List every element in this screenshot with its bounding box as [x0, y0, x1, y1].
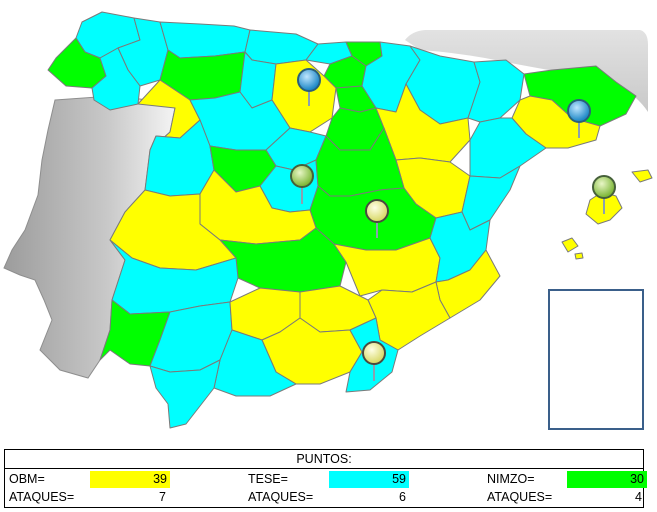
team-obm-attacks: 7: [159, 490, 166, 504]
scoreboard: PUNTOS: OBM= 39 ATAQUES= 7 TESE= 59 ATAQ…: [4, 449, 647, 508]
team-nimzo-score: 30: [567, 471, 647, 488]
island-formentera[interactable]: [574, 252, 584, 260]
provinces: [47, 11, 653, 429]
pin-blue-1[interactable]: [297, 68, 321, 106]
pin-blue-2[interactable]: [567, 99, 591, 138]
team-nimzo-label: NIMZO=: [487, 472, 535, 486]
province-huelva[interactable]: [99, 299, 171, 367]
island-ibiza[interactable]: [561, 237, 579, 253]
team-tese-attacks: 6: [399, 490, 406, 504]
team-obm-attacks-label: ATAQUES=: [9, 490, 75, 504]
province-malaga[interactable]: [213, 329, 297, 397]
team-tese-score: 59: [329, 471, 409, 488]
province-asturias[interactable]: [159, 21, 251, 59]
pin-green-1[interactable]: [290, 164, 314, 204]
canary-islands-inset: [548, 289, 644, 430]
team-tese-attacks-label: ATAQUES=: [248, 490, 314, 504]
team-obm-label: OBM=: [9, 472, 45, 486]
scoreboard-title: PUNTOS:: [296, 452, 352, 466]
team-nimzo-attacks-label: ATAQUES=: [487, 490, 553, 504]
team-nimzo-attacks: 4: [635, 490, 642, 504]
team-obm-score: 39: [90, 471, 170, 488]
province-cadiz[interactable]: [149, 359, 221, 429]
pin-yellow-1[interactable]: [365, 199, 389, 238]
spain-map: [3, 11, 653, 430]
scoreboard-divider: [5, 468, 643, 469]
france-region: [405, 30, 648, 112]
pin-green-2[interactable]: [592, 175, 616, 214]
pin-yellow-2[interactable]: [362, 341, 386, 381]
island-menorca[interactable]: [631, 169, 653, 183]
team-tese-label: TESE=: [248, 472, 288, 486]
province-ourense[interactable]: [91, 47, 141, 111]
